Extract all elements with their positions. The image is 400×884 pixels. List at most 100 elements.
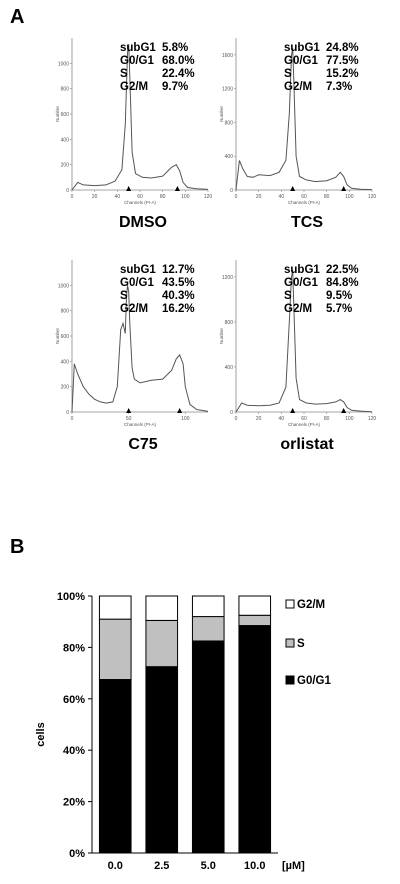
phase-stats: subG1 5.8% G0/G1 68.0% S 22.4% G2/M 9.7% (120, 42, 195, 94)
stat-label: subG1 (120, 42, 156, 54)
y-tick-label: 200 (61, 163, 70, 169)
x-tick-label: 20 (256, 416, 262, 422)
stat-label: subG1 (120, 264, 156, 276)
y-tick-label: 1000 (58, 61, 69, 67)
y-tick-label: 400 (225, 365, 234, 371)
stat-row: subG1 22.5% (284, 264, 359, 277)
bar-chart-plot: 0% 20% 40% 60% 80% 100% cells 0.0 2.5 5.0 10.0 [µM]… (35, 591, 331, 872)
x-tick-label: 100 (181, 416, 190, 422)
stat-label: S (120, 290, 128, 302)
x-unit-label: [µM] (282, 860, 305, 872)
stat-row: G2/M 5.7% (284, 303, 359, 316)
y-tick-label: 80% (63, 642, 85, 654)
y-tick-label: 1200 (222, 275, 233, 281)
legend-swatch (285, 675, 295, 685)
histogram-plot: 0 400 800 1200 0 20 40 60 80 100 120 Channels (PI-A… (219, 260, 376, 427)
y-tick-label: 0 (230, 188, 233, 194)
y-axis-label: cells (35, 722, 47, 746)
y-tick-label: 400 (225, 154, 234, 160)
x-tick-label: 0 (235, 416, 238, 422)
legend-label: G0/G1 (297, 675, 331, 687)
stat-row: S 9.5% (284, 290, 359, 303)
x-axis-label: Channels (PI-A) (124, 200, 157, 205)
stat-label: G2/M (120, 81, 149, 93)
y-tick-label: 400 (61, 359, 70, 365)
x-tick-label: 60 (137, 194, 143, 200)
stat-label: S (284, 290, 292, 302)
stat-value: 22.5% (326, 264, 359, 276)
bar-segment-g2-m (238, 595, 272, 616)
stat-label: G2/M (284, 303, 313, 315)
stat-label: G2/M (120, 303, 149, 315)
histogram-plot: 0 200 400 600 800 1000 0 50 100 Channels (PI-A) Nu… (55, 260, 209, 427)
stat-value: 43.5% (162, 277, 195, 289)
legend-label: S (297, 638, 305, 650)
bar-segment-g0-g1 (98, 679, 132, 854)
x-tick-label: 40 (279, 194, 285, 200)
stat-label: S (120, 68, 128, 80)
stat-value: 5.8% (162, 42, 189, 54)
histogram-title: C75 (128, 436, 158, 453)
panel-b-label: B (10, 536, 25, 558)
y-axis-label: Number (55, 328, 60, 345)
y-axis-label: Number (55, 106, 60, 123)
x-tick-label: 40 (279, 416, 285, 422)
stacked-bar-chart: 0% 20% 40% 60% 80% 100% cells 0.0 2.5 5.0 10.0 [µM]… (30, 560, 400, 880)
bar-segment-g2-m (145, 595, 179, 621)
y-axis-label: Number (219, 106, 224, 123)
y-tick-label: 400 (61, 137, 70, 143)
y-tick-label: 800 (61, 309, 70, 315)
y-tick-label: 0 (66, 410, 69, 416)
histogram-title: orlistat (280, 436, 334, 453)
histogram-c75: 0 200 400 600 800 1000 0 50 100 Channels (PI-A) Nu… (55, 252, 228, 462)
stat-row: G2/M 7.3% (284, 81, 359, 94)
stat-label: G2/M (284, 81, 313, 93)
y-axis-label: Number (219, 328, 224, 345)
y-tick-label: 0% (69, 848, 85, 860)
stat-value: 24.8% (326, 42, 359, 54)
stat-row: G0/G1 43.5% (120, 277, 195, 290)
x-axis-label: Channels (PI-A) (124, 422, 157, 427)
legend-swatch (285, 638, 295, 648)
stat-value: 9.5% (326, 290, 353, 302)
x-tick-label: 20 (92, 194, 98, 200)
y-tick-label: 800 (61, 87, 70, 93)
peak-marker (177, 408, 183, 413)
y-tick-label: 40% (63, 745, 85, 757)
stat-label: G0/G1 (120, 55, 154, 67)
y-tick-label: 600 (61, 334, 70, 340)
y-tick-label: 0 (66, 188, 69, 194)
x-tick-label: 100 (181, 194, 190, 200)
stat-label: G0/G1 (284, 277, 318, 289)
stat-value: 7.3% (326, 81, 353, 93)
stat-value: 16.2% (162, 303, 195, 315)
phase-stats: subG1 24.8% G0/G1 77.5% S 15.2% G2/M 7.3% (284, 42, 359, 94)
histogram-line (235, 270, 373, 413)
y-tick-label: 0 (230, 410, 233, 416)
x-tick-label: 20 (256, 194, 262, 200)
peak-marker (290, 186, 296, 191)
stat-row: subG1 12.7% (120, 264, 195, 277)
histogram-title: DMSO (119, 214, 167, 231)
stat-row: G2/M 9.7% (120, 81, 195, 94)
stat-row: G0/G1 77.5% (284, 55, 359, 68)
phase-stats: subG1 22.5% G0/G1 84.8% S 9.5% G2/M 5.7% (284, 264, 359, 316)
histogram-line (71, 44, 209, 191)
histogram-plot: 0 200 400 600 800 1000 0 20 40 60 80 100 120 Channels… (55, 38, 212, 205)
stat-value: 15.2% (326, 68, 359, 80)
legend-label: G2/M (297, 599, 325, 611)
x-tick-label: 0.0 (108, 860, 123, 872)
stat-label: G0/G1 (120, 277, 154, 289)
bar-segment-g0-g1 (145, 666, 179, 854)
stat-label: G0/G1 (284, 55, 318, 67)
x-tick-label: 0 (71, 194, 74, 200)
stat-value: 40.3% (162, 290, 195, 302)
x-tick-label: 40 (115, 194, 121, 200)
peak-marker (126, 186, 132, 191)
stat-row: G0/G1 84.8% (284, 277, 359, 290)
stat-row: S 22.4% (120, 68, 195, 81)
phase-stats: subG1 12.7% G0/G1 43.5% S 40.3% G2/M 16.2% (120, 264, 195, 316)
stat-value: 5.7% (326, 303, 353, 315)
peak-marker (174, 186, 180, 191)
x-tick-label: 80 (160, 194, 166, 200)
